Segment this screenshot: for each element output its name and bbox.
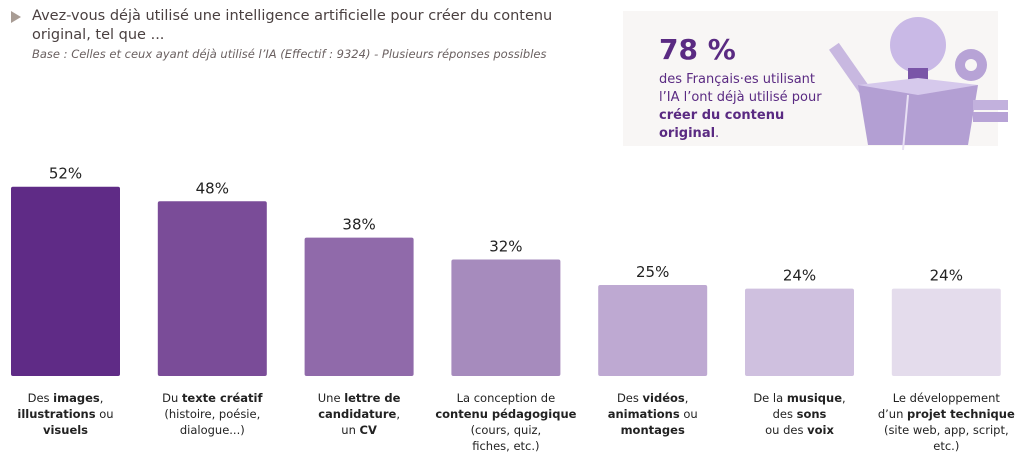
category-label-segment: d’un (877, 407, 908, 421)
category-label-segment: , (99, 391, 104, 405)
category-label-segment: dialogue...) (179, 423, 245, 437)
category-label-segment: sons (796, 407, 827, 421)
category-label-segment: , (842, 391, 846, 405)
category-label-segment: texte créatif (181, 391, 263, 405)
chart-question: Avez-vous déjà utilisé une intelligence … (32, 8, 553, 43)
category-label-segment: La conception de (456, 391, 556, 405)
chart-base-note: Base : Celles et ceux ayant déjà utilisé… (32, 47, 547, 61)
category-label: De la musique, des sons ou des voix (725, 390, 875, 438)
category-label-segment: De la (753, 391, 787, 405)
bar-value-label: 52% (49, 165, 82, 183)
category-label-segment: contenu pédagogique (435, 407, 577, 421)
category-label-segment: animations (607, 407, 680, 421)
category-label-segment: , (396, 407, 400, 421)
category-label-segment: etc.) (933, 439, 960, 453)
bar (598, 285, 708, 376)
category-label: Une lettre de candidature, un CV (284, 390, 434, 438)
category-label: Des images, illustrations ou visuels (0, 390, 141, 438)
bar (451, 259, 561, 376)
bullet-triangle-icon (11, 11, 21, 23)
category-label-segment: fiches, etc.) (472, 439, 540, 453)
creative-box-illustration (829, 17, 1008, 150)
callout-value: 78 % (659, 33, 736, 66)
category-label-segment: visuels (42, 423, 89, 437)
category-label-segment: un (341, 423, 360, 437)
callout-end: . (715, 126, 720, 141)
bar-value-label: 38% (342, 216, 375, 234)
category-label: Des vidéos, animations ou montages (578, 390, 728, 438)
callout-bold: créer du contenu original (659, 108, 785, 141)
category-label-segment: des (772, 407, 797, 421)
callout-text: des Français·es utilisant l’IA l’ont déj… (659, 71, 839, 143)
category-label-segment: (histoire, poésie, (164, 407, 261, 421)
category-label: Du texte créatif (histoire, poésie, dialog… (137, 390, 287, 438)
bar (11, 186, 120, 376)
bar (745, 288, 854, 376)
category-label: Le développement d’un projet technique (si… (871, 390, 1021, 454)
category-label-segment: illustrations (17, 407, 96, 421)
bar-value-label: 48% (196, 179, 229, 197)
bar-value-label: 32% (489, 238, 522, 256)
bar-value-label: 25% (636, 263, 669, 281)
category-label-segment: musique (786, 391, 842, 405)
callout-line1: des Français·es utilisant (659, 72, 816, 87)
callout-line2: l’IA l’ont déjà utilisé pour (659, 90, 822, 105)
category-label-segment: projet technique (907, 407, 1015, 421)
category-label-segment: ou (95, 407, 114, 421)
category-label-segment: vidéos (642, 391, 685, 405)
bar-value-label: 24% (783, 267, 816, 285)
category-label-segment: candidature (318, 407, 397, 421)
category-label-segment: voix (807, 423, 834, 437)
category-label-segment: ou (679, 407, 698, 421)
bar (304, 237, 414, 376)
category-label-segment: Du (162, 391, 182, 405)
category-label-segment: (site web, app, script, (883, 423, 1009, 437)
category-label-segment: Le développement (892, 391, 1000, 405)
category-label-segment: CV (359, 423, 377, 437)
callout-card: 78 % des Français·es utilisant l’IA l’on… (623, 11, 1008, 150)
bar (157, 201, 267, 376)
bar-value-label: 24% (930, 267, 963, 285)
category-label-segment: images (53, 391, 100, 405)
category-label-segment: lettre de (344, 391, 401, 405)
bar (891, 288, 1001, 376)
category-label-segment: montages (620, 423, 685, 437)
category-label: La conception de contenu pédagogique (cour… (431, 390, 581, 454)
category-label-segment: Des (27, 391, 54, 405)
category-label-segment: Des (616, 391, 643, 405)
category-label-segment: ou des (765, 423, 808, 437)
category-label-segment: (cours, quiz, (470, 423, 542, 437)
category-label-segment: , (684, 391, 689, 405)
category-label-segment: Une (317, 391, 345, 405)
